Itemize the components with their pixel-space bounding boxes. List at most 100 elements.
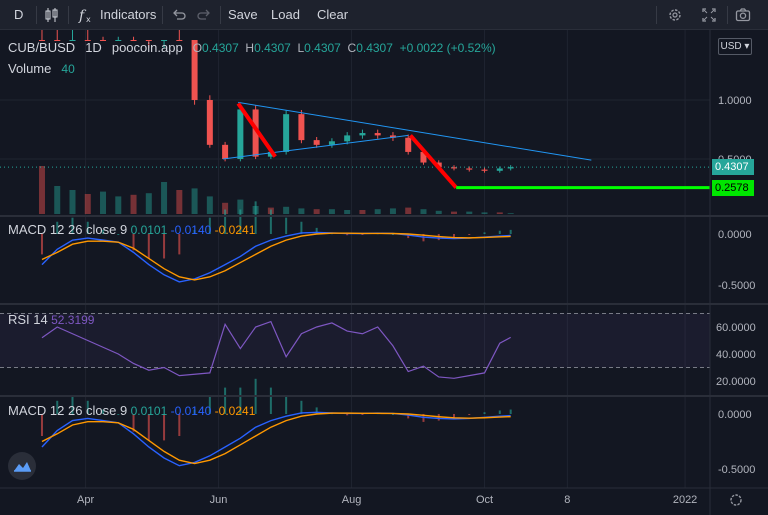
macd-legend: MACD 12 26 close 9 0.0101 -0.0140 -0.024… xyxy=(8,222,255,237)
volume-bar xyxy=(507,213,514,214)
macd-tick-label: -0.5000 xyxy=(718,280,755,292)
macd-histogram-bar xyxy=(56,400,59,414)
volume-bar xyxy=(496,212,503,214)
candle-body xyxy=(451,167,457,169)
macd-histogram-bar xyxy=(71,217,74,234)
macd-hist-value-2: 0.0101 xyxy=(130,404,168,418)
function-icon[interactable]: f x xyxy=(78,7,94,23)
volume-bar xyxy=(283,206,290,214)
grid xyxy=(0,30,710,488)
clear-button[interactable]: Clear xyxy=(317,7,349,22)
gear-icon[interactable] xyxy=(667,7,683,23)
macd-histogram-bar xyxy=(346,414,349,416)
macd-histogram-bar xyxy=(147,234,150,259)
candle-body xyxy=(222,144,229,159)
macd-histogram-bar xyxy=(361,414,364,415)
candle-body xyxy=(481,169,488,171)
macd-histogram-bar xyxy=(498,410,501,414)
candle-body xyxy=(237,109,244,159)
candle-body xyxy=(389,135,396,138)
macd-histogram-bar xyxy=(132,234,135,251)
macd-histogram-bar xyxy=(300,221,303,234)
macd-histogram-bar xyxy=(285,217,288,234)
svg-text:x: x xyxy=(86,15,91,23)
candle-body xyxy=(420,151,427,163)
redo-icon[interactable] xyxy=(196,7,212,23)
undo-icon[interactable] xyxy=(171,7,187,23)
macd-histogram-bar xyxy=(300,400,303,414)
x-tick-label: 8 xyxy=(564,494,570,506)
red-trend-drawing xyxy=(408,134,458,189)
interval-button[interactable]: D xyxy=(14,7,24,22)
fullscreen-icon[interactable] xyxy=(701,7,717,23)
volume-bar xyxy=(405,207,412,214)
macd-histogram-bar xyxy=(407,234,410,239)
candle-body xyxy=(69,40,76,41)
macd-histogram-bar xyxy=(193,409,196,414)
candle-body xyxy=(496,168,503,171)
support-price-label: 0.2578 xyxy=(712,180,754,196)
volume-bar xyxy=(54,186,61,214)
rsi-name[interactable]: RSI 14 xyxy=(8,312,48,327)
indicators-button[interactable]: Indicators xyxy=(100,7,157,22)
low-value: 0.4307 xyxy=(304,41,341,55)
macd-histogram-bar xyxy=(346,234,349,236)
macd-tick-label: -0.5000 xyxy=(718,464,755,476)
volume-bar xyxy=(222,202,229,214)
symbol-label[interactable]: CUB/BUSD xyxy=(8,40,76,55)
macd-histogram-bar xyxy=(178,414,181,436)
macd-histogram-bar xyxy=(117,234,120,235)
currency-selector[interactable]: USD ▾ xyxy=(718,38,752,55)
current-price-text: 0.4307 xyxy=(715,161,749,173)
macd-histogram-bar xyxy=(509,409,512,414)
rsi-tick-label: 40.0000 xyxy=(716,349,756,361)
close-value: 0.4307 xyxy=(356,41,393,55)
candle-body xyxy=(84,40,91,41)
macd-tick-label: 0.0000 xyxy=(718,229,752,241)
x-tick-label: Aug xyxy=(342,494,362,506)
load-button[interactable]: Load xyxy=(271,7,300,22)
macd-histogram-bar xyxy=(239,387,242,414)
low-label: L xyxy=(297,41,305,55)
volume-bar xyxy=(191,188,198,214)
macd-name-2[interactable]: MACD 12 26 close 9 xyxy=(8,403,128,418)
candlestick-type-icon[interactable] xyxy=(44,7,60,23)
candle-body xyxy=(252,109,259,157)
price-pane[interactable] xyxy=(0,30,710,214)
volume-bar xyxy=(420,209,427,214)
candle-body xyxy=(161,40,168,41)
macd-histogram-bar xyxy=(315,407,318,414)
macd-pane-2[interactable] xyxy=(40,378,512,467)
candle-body xyxy=(328,141,335,145)
pane-separators[interactable] xyxy=(0,215,768,397)
candle-body xyxy=(507,167,514,169)
top-toolbar: D f x Indicators Save Load Clear xyxy=(0,0,768,30)
camera-icon[interactable] xyxy=(735,7,751,23)
tradingview-logo[interactable] xyxy=(8,452,36,480)
volume-bar xyxy=(313,209,320,214)
toolbar-divider xyxy=(727,6,728,24)
macd-histogram-bar xyxy=(453,234,455,239)
macd-histogram-bar xyxy=(254,201,257,234)
axis-settings-gear-icon[interactable] xyxy=(730,494,742,506)
candle-body xyxy=(38,40,45,41)
volume-bar xyxy=(359,210,366,214)
x-tick-label: Apr xyxy=(77,494,94,506)
macd-name[interactable]: MACD 12 26 close 9 xyxy=(8,222,128,237)
rsi-pane[interactable] xyxy=(0,313,710,379)
volume-bar xyxy=(38,166,45,214)
macd-pane[interactable] xyxy=(40,201,512,283)
chart-canvas[interactable]: AprJunAugOct820221.00000.50000.0000-0.50… xyxy=(0,30,768,515)
rsi-tick-label: 20.0000 xyxy=(716,376,756,388)
macd-signal-line xyxy=(41,232,511,281)
candle-body xyxy=(176,40,183,41)
save-button[interactable]: Save xyxy=(228,7,258,22)
macd-histogram-bar xyxy=(269,209,272,234)
volume-bar xyxy=(298,208,305,214)
candle-body xyxy=(267,151,274,157)
candle-body xyxy=(191,40,198,100)
volume-bar xyxy=(100,191,107,214)
macd-histogram-bar xyxy=(407,414,410,419)
volume-label[interactable]: Volume xyxy=(8,61,52,76)
candle-body xyxy=(206,100,213,145)
